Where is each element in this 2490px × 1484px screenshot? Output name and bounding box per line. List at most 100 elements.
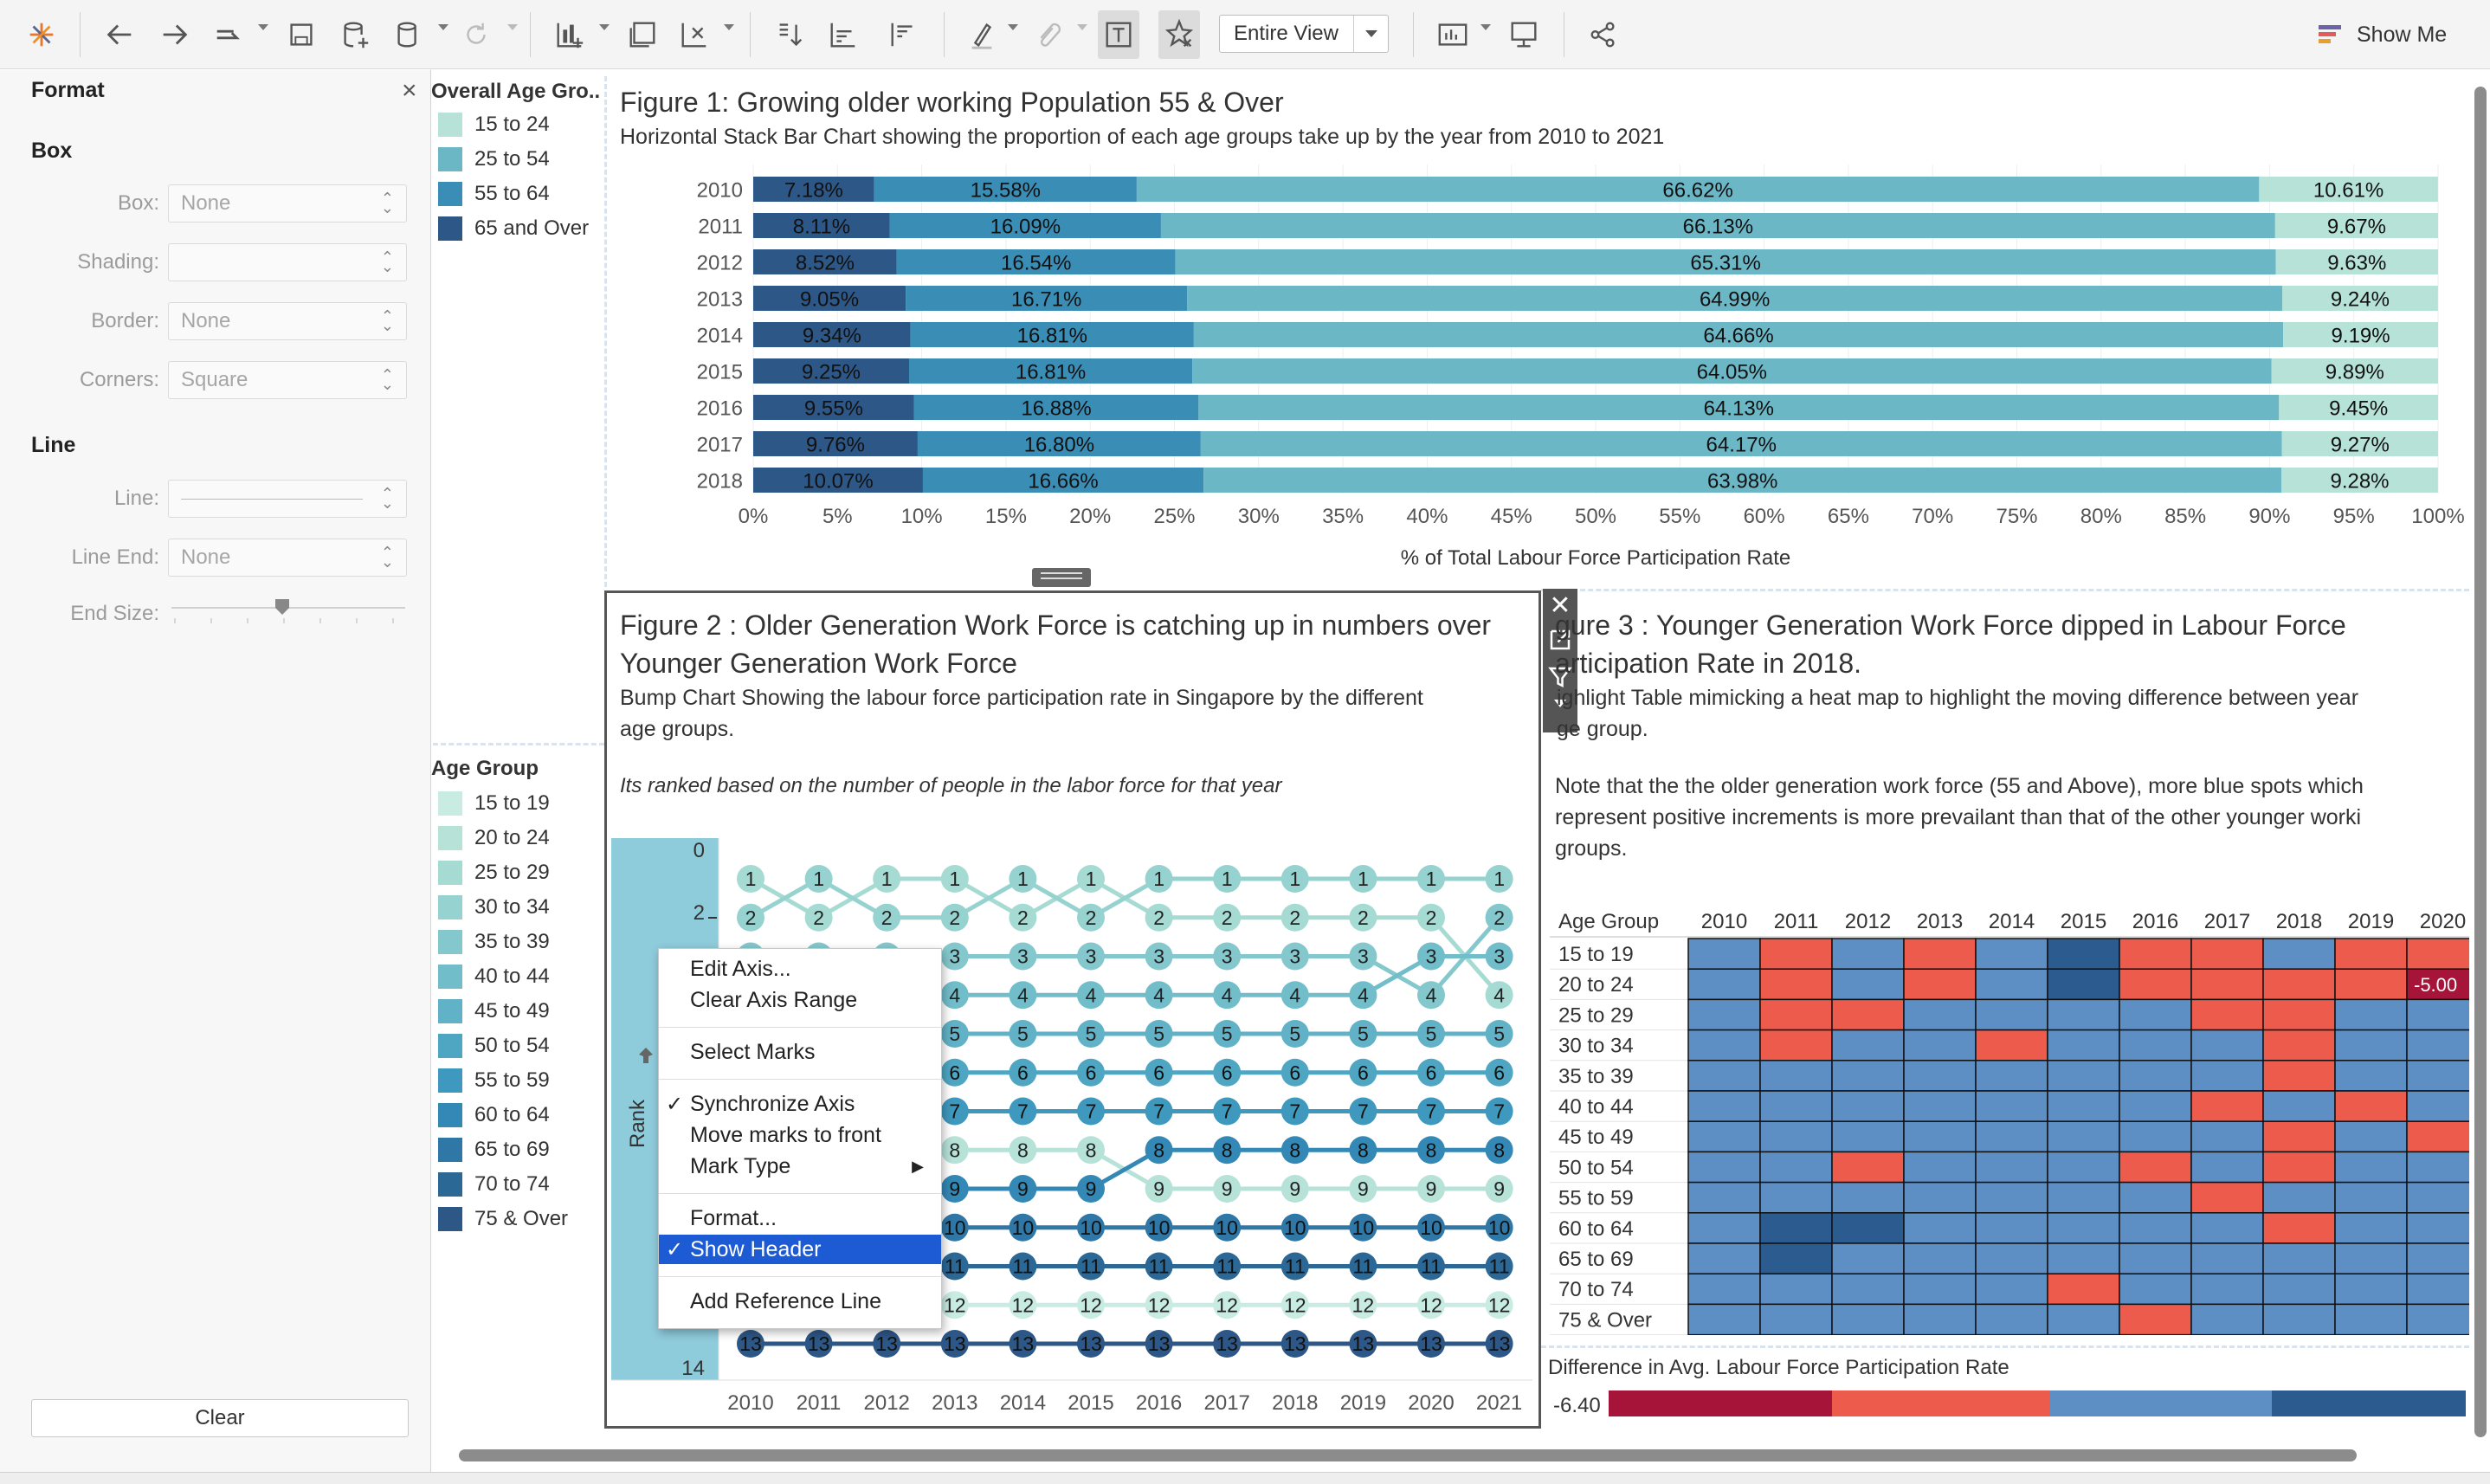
save-icon[interactable] bbox=[282, 10, 320, 59]
legend-item[interactable]: 35 to 39 bbox=[438, 928, 550, 956]
legend-item[interactable]: 40 to 44 bbox=[438, 963, 550, 990]
close-icon[interactable]: × bbox=[402, 76, 417, 105]
x-tick-label: 15% bbox=[985, 505, 1027, 528]
chevron-down-icon[interactable] bbox=[1008, 24, 1018, 30]
tableau-logo-icon[interactable] bbox=[24, 10, 59, 59]
legend-item[interactable]: 55 to 64 bbox=[438, 180, 550, 208]
legend-item[interactable]: 70 to 74 bbox=[438, 1171, 550, 1198]
share-icon[interactable] bbox=[1584, 10, 1622, 59]
fig3-subtitle-line1: ighlight Table mimicking a heat map to h… bbox=[1557, 686, 2359, 710]
sort-desc-icon[interactable] bbox=[885, 10, 923, 59]
menu-item-mark-type[interactable]: Mark Type ▶ bbox=[659, 1152, 941, 1181]
menu-item-clear-axis-range[interactable]: Clear Axis Range bbox=[659, 985, 941, 1015]
menu-item-show-header[interactable]: ✓ Show Header bbox=[659, 1235, 941, 1264]
heat-cell bbox=[2119, 968, 2192, 1001]
menu-item-synchronize-axis[interactable]: ✓ Synchronize Axis bbox=[659, 1089, 941, 1119]
chevron-down-icon[interactable] bbox=[1554, 700, 1566, 707]
rank-point bbox=[1145, 1252, 1173, 1281]
undo-icon[interactable] bbox=[100, 10, 139, 59]
labels-icon[interactable] bbox=[1098, 10, 1139, 59]
legend-item[interactable]: 30 to 34 bbox=[438, 894, 550, 921]
chevron-down-icon bbox=[507, 24, 518, 30]
legend-item[interactable]: 60 to 64 bbox=[438, 1101, 550, 1129]
heat-cell bbox=[2262, 1120, 2336, 1153]
rank-label: 6 bbox=[1017, 1061, 1029, 1084]
corners-select[interactable]: Square ⌃ ⌄ bbox=[168, 361, 407, 399]
heat-cell bbox=[2334, 968, 2408, 1001]
line-end-select[interactable]: None ⌃ ⌄ bbox=[168, 539, 407, 577]
legend-item[interactable]: 75 & Over bbox=[438, 1205, 568, 1233]
shading-select[interactable]: ⌃ ⌄ bbox=[168, 243, 407, 281]
refresh-icon[interactable] bbox=[457, 10, 495, 59]
legend-item[interactable]: 15 to 24 bbox=[438, 111, 550, 139]
menu-item-add-reference-line[interactable]: Add Reference Line bbox=[659, 1287, 941, 1316]
chevron-down-icon[interactable] bbox=[599, 24, 610, 30]
end-size-slider[interactable] bbox=[168, 594, 410, 629]
menu-item-format[interactable]: Format... bbox=[659, 1203, 941, 1233]
new-worksheet-icon[interactable] bbox=[551, 10, 589, 59]
legend-item[interactable]: 25 to 29 bbox=[438, 859, 550, 887]
fit-view-select[interactable]: Entire View bbox=[1219, 15, 1389, 53]
redo-icon[interactable] bbox=[156, 10, 194, 59]
fig2-floating-toolbar: ✕ bbox=[1543, 589, 1577, 732]
go-to-sheet-icon[interactable] bbox=[1547, 627, 1573, 653]
legend-swatch bbox=[438, 1207, 462, 1231]
group-icon[interactable] bbox=[1029, 10, 1067, 59]
new-datasource-icon[interactable] bbox=[336, 10, 374, 59]
duplicate-icon[interactable] bbox=[623, 10, 661, 59]
legend-item[interactable]: 65 and Over bbox=[438, 215, 589, 242]
fig3-note-line3: groups. bbox=[1555, 836, 1628, 861]
submenu-arrow-icon: ▶ bbox=[912, 1157, 924, 1175]
show-cards-icon[interactable] bbox=[1434, 10, 1472, 59]
vertical-scrollbar[interactable] bbox=[2474, 87, 2487, 1437]
pause-icon[interactable] bbox=[390, 10, 428, 59]
filter-icon[interactable] bbox=[1547, 664, 1573, 690]
menu-item-move-marks-to-front[interactable]: Move marks to front bbox=[659, 1120, 941, 1150]
clear-button[interactable]: Clear bbox=[31, 1399, 409, 1437]
chevron-down-icon[interactable] bbox=[1353, 16, 1388, 52]
line-select[interactable]: ⌃ ⌄ bbox=[168, 480, 407, 518]
replay-icon[interactable] bbox=[210, 10, 248, 59]
box-select[interactable]: None ⌃ ⌄ bbox=[168, 184, 407, 223]
legend-item[interactable]: 25 to 54 bbox=[438, 145, 550, 173]
x-tick-label: 30% bbox=[1238, 505, 1280, 528]
slider-thumb[interactable] bbox=[275, 599, 289, 615]
rank-point bbox=[1213, 1175, 1242, 1203]
legend-item[interactable]: 15 to 19 bbox=[438, 790, 550, 817]
menu-item-edit-axis[interactable]: Edit Axis... bbox=[659, 954, 941, 984]
fig1-stacked-bar-chart[interactable]: 0% 5% 10% 15% 20% 25% 30% 35% 40% 45% 50% 55% 60% 65%… bbox=[606, 165, 2476, 580]
show-me-button[interactable]: Show Me bbox=[2317, 17, 2447, 52]
swap-icon[interactable] bbox=[771, 10, 809, 59]
presentation-icon[interactable] bbox=[1505, 10, 1543, 59]
menu-item-select-marks[interactable]: Select Marks bbox=[659, 1037, 941, 1067]
chevron-down-icon[interactable] bbox=[258, 24, 268, 30]
legend-item[interactable]: 50 to 54 bbox=[438, 1032, 550, 1060]
horizontal-scrollbar[interactable] bbox=[459, 1449, 2357, 1461]
bar-data-label: 66.62% bbox=[1662, 179, 1732, 203]
row-header: 40 to 44 bbox=[1558, 1095, 1634, 1119]
rank-label: 5 bbox=[1426, 1023, 1437, 1045]
chevron-down-icon[interactable] bbox=[438, 24, 448, 30]
drag-handle[interactable] bbox=[1032, 568, 1091, 587]
border-select[interactable]: None ⌃ ⌄ bbox=[168, 302, 407, 340]
legend-item[interactable]: 45 to 49 bbox=[438, 997, 550, 1025]
legend-swatch bbox=[438, 113, 462, 137]
rank-point bbox=[1349, 1213, 1377, 1242]
legend-item[interactable]: 55 to 59 bbox=[438, 1067, 550, 1094]
heat-cell bbox=[2262, 1212, 2336, 1244]
legend-item[interactable]: 65 to 69 bbox=[438, 1136, 550, 1164]
chevron-down-icon[interactable] bbox=[724, 24, 734, 30]
rank-point bbox=[804, 1330, 833, 1358]
rank-label: 7 bbox=[1153, 1100, 1164, 1123]
rank-point bbox=[1213, 865, 1242, 893]
highlight-icon[interactable] bbox=[963, 10, 1001, 59]
column-header: 2014 bbox=[1989, 910, 2035, 933]
legend-item[interactable]: 20 to 24 bbox=[438, 824, 550, 852]
close-icon[interactable]: ✕ bbox=[1549, 591, 1571, 620]
fig3-highlight-table[interactable]: Age Group 2010 2011 2012 2013 2014 2015 2016 201… bbox=[1550, 902, 2469, 1335]
fix-axes-icon[interactable] bbox=[1158, 10, 1200, 59]
x-tick-label: 2021 bbox=[1476, 1391, 1522, 1415]
sort-asc-icon[interactable] bbox=[824, 10, 862, 59]
clear-sheet-icon[interactable] bbox=[675, 10, 713, 59]
chevron-down-icon[interactable] bbox=[1480, 24, 1491, 30]
